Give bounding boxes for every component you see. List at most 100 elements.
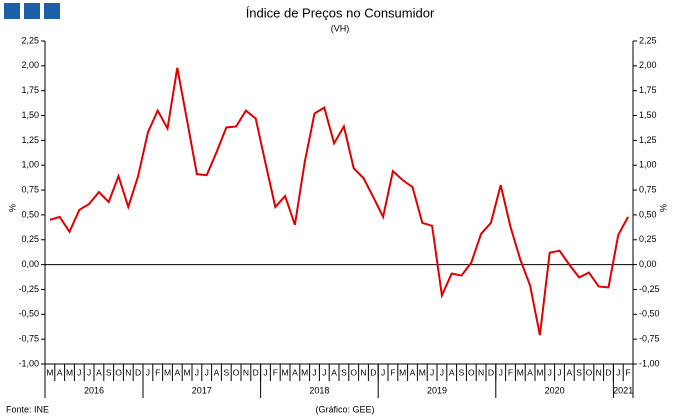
y2-tick-label: 1,75 bbox=[639, 85, 657, 95]
x-tick-label: A bbox=[331, 367, 337, 377]
x-tick-label: J bbox=[616, 367, 620, 377]
x-tick-label: M bbox=[66, 367, 73, 377]
y-tick-label: 2,25 bbox=[21, 35, 39, 45]
y-tick-label: 1,75 bbox=[21, 85, 39, 95]
y2-axis-label: % bbox=[658, 204, 668, 212]
x-tick-label: J bbox=[77, 367, 81, 377]
x-tick-label: M bbox=[399, 367, 406, 377]
y2-tick-label: 2,00 bbox=[639, 60, 657, 70]
chart-title: Índice de Preços no Consumidor bbox=[246, 5, 435, 20]
x-tick-label: J bbox=[430, 367, 434, 377]
y2-tick-label: 0,75 bbox=[639, 184, 657, 194]
x-tick-label: N bbox=[243, 367, 249, 377]
x-tick-label: J bbox=[146, 367, 150, 377]
y2-tick-label: 1,00 bbox=[639, 160, 657, 170]
x-tick-label: M bbox=[282, 367, 289, 377]
year-label: 2016 bbox=[84, 385, 104, 395]
y-tick-label: 0,25 bbox=[21, 234, 39, 244]
x-tick-label: M bbox=[536, 367, 543, 377]
x-tick-label: F bbox=[508, 367, 513, 377]
x-tick-label: J bbox=[557, 367, 561, 377]
y-tick-label: -0,25 bbox=[18, 284, 39, 294]
y2-tick-label: 1,50 bbox=[639, 110, 657, 120]
x-tick-label: F bbox=[155, 367, 160, 377]
x-tick-label: A bbox=[174, 367, 180, 377]
x-tick-label: A bbox=[57, 367, 63, 377]
y-tick-label: -0,50 bbox=[18, 309, 39, 319]
x-tick-label: J bbox=[499, 367, 503, 377]
year-label: 2017 bbox=[192, 385, 212, 395]
x-tick-label: J bbox=[322, 367, 326, 377]
x-tick-label: J bbox=[263, 367, 267, 377]
y2-tick-label: 0,00 bbox=[639, 259, 657, 269]
y-tick-label: 2,00 bbox=[21, 60, 39, 70]
y-tick-label: 1,00 bbox=[21, 160, 39, 170]
source: Fonte: INE bbox=[6, 404, 49, 414]
y-axis-label: % bbox=[7, 204, 17, 212]
y2-tick-label: -1,00 bbox=[639, 358, 660, 368]
logo-square bbox=[44, 3, 60, 19]
y-tick-label: 0,50 bbox=[21, 209, 39, 219]
y2-tick-label: 0,25 bbox=[639, 234, 657, 244]
x-tick-label: D bbox=[370, 367, 376, 377]
year-label: 2020 bbox=[545, 385, 565, 395]
x-tick-label: O bbox=[350, 367, 357, 377]
x-tick-label: A bbox=[292, 367, 298, 377]
x-tick-label: J bbox=[87, 367, 91, 377]
x-tick-label: S bbox=[341, 367, 347, 377]
x-tick-label: S bbox=[576, 367, 582, 377]
y2-tick-label: -0,50 bbox=[639, 309, 660, 319]
x-tick-label: M bbox=[517, 367, 524, 377]
x-tick-label: F bbox=[390, 367, 395, 377]
y2-tick-label: 0,50 bbox=[639, 209, 657, 219]
x-tick-label: J bbox=[195, 367, 199, 377]
x-tick-label: S bbox=[106, 367, 112, 377]
x-tick-label: F bbox=[625, 367, 630, 377]
y-tick-label: 1,25 bbox=[21, 135, 39, 145]
y-tick-label: 0,75 bbox=[21, 184, 39, 194]
x-tick-label: D bbox=[488, 367, 494, 377]
y2-tick-label: -0,75 bbox=[639, 334, 660, 344]
x-tick-label: N bbox=[596, 367, 602, 377]
x-tick-label: J bbox=[440, 367, 444, 377]
x-tick-label: J bbox=[548, 367, 552, 377]
x-tick-label: J bbox=[205, 367, 209, 377]
x-tick-label: O bbox=[468, 367, 475, 377]
x-tick-label: A bbox=[96, 367, 102, 377]
logo-square bbox=[24, 3, 40, 19]
x-tick-label: O bbox=[115, 367, 122, 377]
x-tick-label: A bbox=[449, 367, 455, 377]
x-tick-label: M bbox=[164, 367, 171, 377]
chart-subtitle: (VH) bbox=[331, 23, 350, 33]
x-tick-label: O bbox=[586, 367, 593, 377]
year-label: 2019 bbox=[427, 385, 447, 395]
x-tick-label: A bbox=[214, 367, 220, 377]
y2-tick-label: 1,25 bbox=[639, 135, 657, 145]
x-tick-label: D bbox=[135, 367, 141, 377]
x-tick-label: M bbox=[301, 367, 308, 377]
x-tick-label: J bbox=[312, 367, 316, 377]
x-tick-label: N bbox=[125, 367, 131, 377]
y2-tick-label: 2,25 bbox=[639, 35, 657, 45]
logo-square bbox=[4, 3, 20, 19]
x-tick-label: D bbox=[253, 367, 259, 377]
x-tick-label: M bbox=[46, 367, 53, 377]
x-tick-label: S bbox=[459, 367, 465, 377]
y-tick-label: -0,75 bbox=[18, 334, 39, 344]
x-tick-label: A bbox=[566, 367, 572, 377]
x-tick-label: A bbox=[410, 367, 416, 377]
x-tick-label: F bbox=[273, 367, 278, 377]
y-tick-label: 0,00 bbox=[21, 259, 39, 269]
x-tick-label: D bbox=[605, 367, 611, 377]
x-tick-label: N bbox=[478, 367, 484, 377]
year-label: 2021 bbox=[613, 385, 633, 395]
x-tick-label: M bbox=[419, 367, 426, 377]
x-tick-label: A bbox=[527, 367, 533, 377]
x-tick-label: M bbox=[184, 367, 191, 377]
y-tick-label: -1,00 bbox=[18, 358, 39, 368]
data-line bbox=[49, 67, 629, 336]
credit: (Gráfico: GEE) bbox=[315, 404, 374, 414]
x-tick-label: O bbox=[233, 367, 240, 377]
x-tick-label: N bbox=[360, 367, 366, 377]
